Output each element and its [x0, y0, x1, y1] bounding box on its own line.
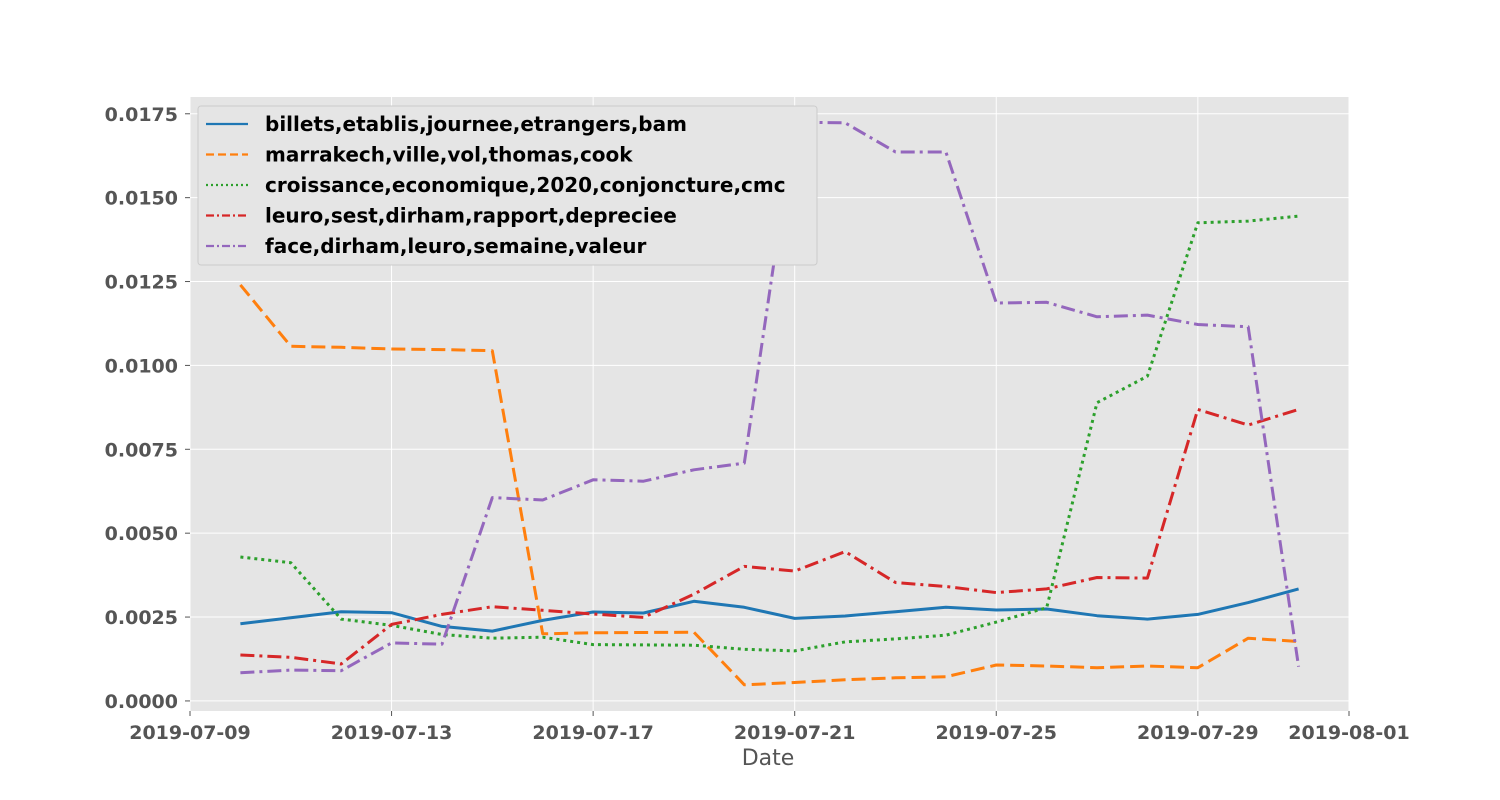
x-axis-title: Date: [742, 746, 795, 771]
legend: billets,etablis,journee,etrangers,bam mar…: [197, 105, 818, 266]
legend-label: face,dirham,leuro,semaine,valeur: [265, 234, 647, 258]
x-tick-label: 2019-07-13: [331, 722, 453, 744]
legend-label: billets,etablis,journee,etrangers,bam: [265, 112, 687, 136]
y-tick-label: 0.0075: [105, 439, 178, 461]
x-tick-label: 2019-07-17: [532, 722, 654, 744]
y-axis-ticks: 0.0000 0.0025 0.0050 0.0075 0.0100 0.0125 0.01…: [105, 104, 190, 713]
legend-label: leuro,sest,dirham,rapport,depreciee: [265, 204, 677, 228]
series-lines: [239, 120, 1301, 687]
series-line-5: [240, 120, 1301, 675]
legend-box: [197, 105, 818, 266]
y-tick-label: 0.0150: [105, 188, 178, 210]
y-tick-label: 0.0025: [105, 607, 178, 629]
series-line-3: [240, 214, 1299, 653]
x-tick-label: 2019-07-09: [129, 722, 251, 744]
y-tick-label: 0.0100: [105, 355, 178, 377]
y-tick-label: 0.0000: [105, 691, 178, 713]
x-tick-label: 2019-07-29: [1137, 722, 1259, 744]
y-tick-label: 0.0125: [105, 272, 178, 294]
x-tick-label: 2019-07-25: [935, 722, 1057, 744]
x-tick-label: 2019-07-21: [734, 722, 856, 744]
series-line-4: [240, 407, 1300, 666]
series-line-2: [239, 283, 1299, 687]
legend-label: croissance,economique,2020,conjoncture,c…: [265, 173, 786, 197]
y-tick-label: 0.0050: [105, 523, 178, 545]
x-tick-label: 2019-08-01: [1288, 722, 1410, 744]
x-axis-ticks: 2019-07-09 2019-07-13 2019-07-17 2019-07-21…: [129, 711, 1410, 744]
y-tick-label: 0.0175: [105, 104, 178, 126]
legend-label: marrakech,ville,vol,thomas,cook: [265, 143, 633, 167]
